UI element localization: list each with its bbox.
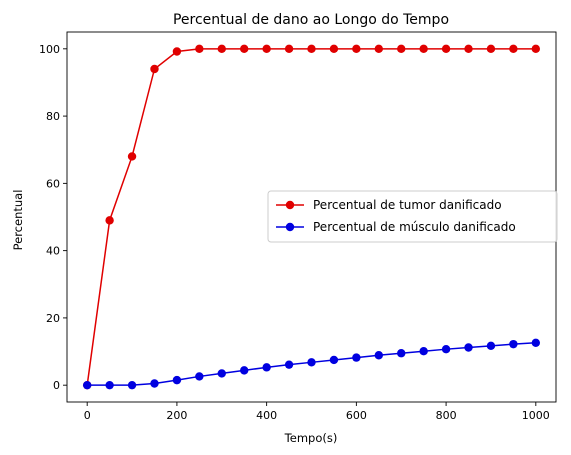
x-tick-label: 0 <box>84 409 91 422</box>
data-point <box>374 44 383 54</box>
data-point <box>397 349 406 358</box>
data-point <box>486 341 496 351</box>
legend-box <box>267 190 558 243</box>
y-tick-label: 20 <box>46 312 60 325</box>
y-tick-label: 100 <box>39 43 60 56</box>
data-point <box>307 44 316 54</box>
data-point <box>172 47 182 56</box>
data-point <box>464 343 473 352</box>
data-point <box>419 44 428 54</box>
data-point <box>240 366 249 375</box>
data-point <box>217 44 226 54</box>
legend-marker-2 <box>285 222 295 232</box>
data-point <box>105 380 114 390</box>
data-point <box>150 379 159 388</box>
data-point <box>262 363 271 372</box>
data-point <box>374 351 383 360</box>
x-tick-label: 200 <box>166 409 187 422</box>
data-point <box>509 339 518 349</box>
data-point <box>352 44 361 54</box>
data-point <box>127 152 137 161</box>
data-point <box>352 353 361 362</box>
y-tick-label: 60 <box>46 177 60 190</box>
y-axis-label: Percentual <box>11 190 25 251</box>
data-point <box>150 64 159 74</box>
data-point <box>464 44 473 54</box>
data-point <box>262 44 271 54</box>
x-tick-label: 800 <box>436 409 457 422</box>
data-point <box>441 344 451 354</box>
data-point <box>240 44 249 54</box>
data-point <box>217 369 226 378</box>
data-point <box>82 380 92 390</box>
data-point <box>509 44 518 54</box>
legend-marker-1 <box>285 200 295 210</box>
x-tick-label: 400 <box>256 409 277 422</box>
x-tick-label: 1000 <box>522 409 550 422</box>
data-point <box>486 44 496 54</box>
chart-title: Percentual de dano ao Longo do Tempo <box>173 12 449 28</box>
data-point <box>531 44 541 54</box>
data-point <box>195 44 204 54</box>
y-tick-label: 80 <box>46 110 60 123</box>
data-point <box>284 360 294 369</box>
y-tick-label: 0 <box>53 379 60 392</box>
data-point <box>441 44 451 54</box>
data-point <box>105 216 114 225</box>
x-tick-label: 600 <box>346 409 367 422</box>
data-point <box>329 44 339 54</box>
y-tick-label: 40 <box>46 245 60 258</box>
data-point <box>307 358 316 367</box>
data-point <box>127 380 137 390</box>
data-point <box>284 44 294 54</box>
legend-label-1: Percentual de tumor danificado <box>313 198 502 212</box>
data-point <box>329 355 339 365</box>
data-point <box>419 347 428 356</box>
data-point <box>195 372 204 381</box>
legend: Percentual de tumor danificado Percentual… <box>267 190 558 243</box>
x-axis-label: Tempo(s) <box>284 431 338 445</box>
data-point <box>172 375 182 385</box>
legend-label-2: Percentual de músculo danificado <box>313 220 516 234</box>
data-point <box>531 338 541 347</box>
data-point <box>397 44 406 54</box>
